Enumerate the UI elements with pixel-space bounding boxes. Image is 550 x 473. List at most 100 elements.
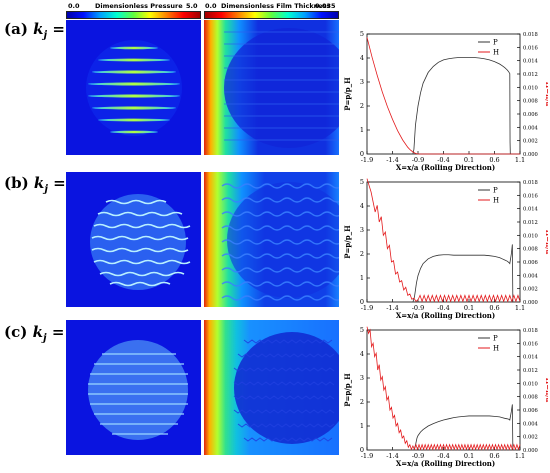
pressure-map-a [66, 20, 201, 155]
x-tick-label: 0.1 [464, 156, 474, 164]
y2-tick-label: 0.008 [523, 99, 538, 105]
pressure-colorbar-title: Dimensionless Pressure [95, 2, 183, 10]
y-tick-label: 0 [360, 446, 364, 454]
y-tick-label: 5 [360, 326, 364, 334]
y2-axis-label: H=h/a [544, 82, 548, 107]
legend-label: H [493, 345, 499, 353]
y2-tick-label: 0.002 [523, 435, 538, 441]
y2-tick-label: 0.012 [523, 72, 538, 78]
x-tick-label: -0.9 [412, 452, 425, 460]
pressure-film-chart-b: -1.9 -1.4 -0.9 -0.4 0.1 0.6 1.1 0 1 2 3 4 5 0.000 0.00… [343, 178, 550, 320]
legend-label: P [493, 39, 498, 47]
y2-tick-label: 0.018 [523, 328, 538, 334]
y2-tick-label: 0.008 [523, 247, 538, 253]
legend-label: P [493, 335, 498, 343]
y2-tick-label: 0.014 [523, 59, 539, 65]
y-tick-label: 4 [360, 350, 364, 358]
pressure-colorbar-max: 5.0 [186, 2, 198, 10]
x-tick-label: -0.4 [437, 156, 450, 164]
x-tick-label: 0.6 [489, 156, 499, 164]
y-axis-label: P=p/p_H [343, 373, 352, 407]
y2-tick-label: 0.010 [523, 381, 538, 387]
series-line-p [367, 404, 520, 451]
series-line-p [367, 57, 520, 155]
x-tick-label: -0.9 [412, 156, 425, 164]
chart-c: -1.9 -1.4 -0.9 -0.4 0.1 0.6 1.1 0 1 2 3 4 5 0.000 0.00… [343, 324, 550, 473]
y2-tick-label: 0.012 [523, 220, 538, 226]
y2-tick-label: 0.004 [523, 125, 539, 131]
x-tick-label: 1.1 [515, 304, 525, 312]
y-axis-label: P=p/p_H [343, 225, 352, 259]
y2-tick-label: 0.002 [523, 287, 538, 293]
x-tick-label: 0.6 [489, 452, 499, 460]
y-tick-label: 1 [360, 126, 364, 134]
x-tick-label: -1.9 [361, 156, 374, 164]
x-tick-label: 1.1 [515, 452, 525, 460]
y2-tick-label: 0.004 [523, 273, 539, 279]
y2-tick-label: 0.002 [523, 139, 538, 145]
pressure-map-b [66, 172, 201, 307]
film-map-a [204, 20, 339, 155]
y2-tick-label: 0.000 [523, 448, 538, 454]
y2-tick-label: 0.010 [523, 85, 538, 91]
y2-tick-label: 0.014 [523, 207, 539, 213]
pressure-film-chart-a: -1.9 -1.4 -0.9 -0.4 0.1 0.6 1.1 0 1 2 3 4 5 0.000 0.00… [343, 30, 550, 172]
y-tick-label: 1 [360, 274, 364, 282]
y2-tick-label: 0.008 [523, 395, 538, 401]
chart-b: -1.9 -1.4 -0.9 -0.4 0.1 0.6 1.1 0 1 2 3 4 5 0.000 0.00… [343, 176, 550, 325]
y-tick-label: 3 [360, 374, 364, 382]
x-tick-label: 1.1 [515, 156, 525, 164]
y2-axis-label: H=h/a [544, 230, 548, 255]
y2-tick-label: 0.006 [523, 112, 538, 118]
series-line-h [366, 326, 521, 451]
x-tick-label: 0.1 [464, 304, 474, 312]
x-tick-label: -0.9 [412, 304, 425, 312]
x-tick-label: -1.9 [361, 452, 374, 460]
x-tick-label: -0.4 [437, 452, 450, 460]
series-line-p [367, 244, 520, 303]
y2-tick-label: 0.006 [523, 260, 538, 266]
x-tick-label: -1.4 [386, 304, 399, 312]
y2-tick-label: 0.000 [523, 152, 538, 158]
x-tick-label: -1.4 [386, 156, 399, 164]
film-colorbar [204, 11, 339, 19]
legend-label: P [493, 187, 498, 195]
x-tick-label: -1.9 [361, 304, 374, 312]
pressure-colorbar-min: 0.0 [68, 2, 80, 10]
y2-tick-label: 0.016 [523, 193, 538, 199]
x-axis-label: X=x/a (Rolling Direction) [396, 459, 495, 468]
x-axis-label: X=x/a (Rolling Direction) [396, 163, 495, 172]
y2-tick-label: 0.012 [523, 368, 538, 374]
y-tick-label: 1 [360, 422, 364, 430]
film-colorbar-title: Dimensionless Film Thickness [221, 2, 331, 10]
film-map-c [204, 320, 339, 455]
film-map-b [204, 172, 339, 307]
y-tick-label: 2 [360, 250, 364, 258]
legend-label: H [493, 197, 499, 205]
y2-tick-label: 0.016 [523, 45, 538, 51]
y2-axis-label: H=h/a [544, 378, 548, 403]
y-tick-label: 5 [360, 30, 364, 38]
y-tick-label: 2 [360, 102, 364, 110]
y-tick-label: 3 [360, 226, 364, 234]
y-tick-label: 3 [360, 78, 364, 86]
y2-tick-label: 0.004 [523, 421, 539, 427]
y-tick-label: 4 [360, 54, 364, 62]
chart-a: -1.9 -1.4 -0.9 -0.4 0.1 0.6 1.1 0 1 2 3 4 5 0.000 0.00… [343, 28, 550, 177]
y-axis-label: P=p/p_H [343, 77, 352, 111]
y2-tick-label: 0.018 [523, 180, 538, 186]
y2-tick-label: 0.016 [523, 341, 538, 347]
x-tick-label: -0.4 [437, 304, 450, 312]
x-tick-label: -1.4 [386, 452, 399, 460]
y2-tick-label: 0.006 [523, 408, 538, 414]
y-tick-label: 4 [360, 202, 364, 210]
film-colorbar-min: 0.0 [205, 2, 217, 10]
legend-label: H [493, 49, 499, 57]
y-tick-label: 5 [360, 178, 364, 186]
film-colorbar-max: 0.035 [315, 2, 336, 10]
y-tick-label: 0 [360, 298, 364, 306]
pressure-film-chart-c: -1.9 -1.4 -0.9 -0.4 0.1 0.6 1.1 0 1 2 3 4 5 0.000 0.00… [343, 326, 550, 468]
y-tick-label: 0 [360, 150, 364, 158]
y2-tick-label: 0.010 [523, 233, 538, 239]
y2-tick-label: 0.000 [523, 300, 538, 306]
